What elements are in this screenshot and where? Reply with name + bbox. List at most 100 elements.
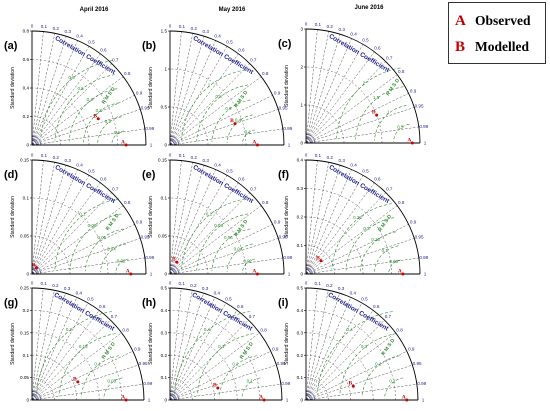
modelled-point: [351, 384, 355, 388]
correlation-line: [169, 31, 182, 146]
std-arc: [305, 216, 364, 275]
std-arc: [169, 332, 238, 401]
panel-label: (b): [142, 40, 156, 52]
rmsd-arc: [81, 355, 120, 398]
correlation-line: [31, 162, 56, 275]
observed-point: [255, 143, 259, 147]
correlation-tick-label: 0.5: [225, 296, 232, 301]
rmsd-tick-label: 0.4: [347, 327, 354, 332]
correlation-tick-label: 0.99: [283, 126, 292, 131]
correlation-tick-label: 1: [286, 398, 289, 403]
rmsd-tick-label: 0.02: [243, 258, 252, 263]
std-arc: [305, 245, 335, 275]
correlation-tick-label: 0.4: [350, 290, 357, 295]
y-axis-label: Standard deviation: [10, 67, 16, 109]
correlation-line: [305, 288, 318, 401]
correlation-tick-label: 0.2: [191, 155, 198, 160]
correlation-tick-label: 0.1: [41, 24, 48, 29]
panels-container: 0.10.20.30.40.50.600.20.40.60.80 0.1 0.20.…: [4, 22, 429, 403]
point-label: B: [213, 383, 217, 389]
correlation-line: [305, 175, 364, 275]
y-tick-label: 0.5: [161, 286, 168, 291]
correlation-line: [305, 293, 340, 401]
column-title: April 2016: [80, 7, 109, 13]
correlation-tick-label: 0.8: [262, 200, 269, 205]
correlation-tick-label: 0.9: [136, 91, 143, 96]
outer-arc: [169, 287, 283, 401]
rmsd-tick-label: 0.05: [107, 379, 116, 384]
correlation-tick-label: 0.3: [339, 158, 346, 163]
y-tick-label: 0.4: [161, 308, 168, 313]
correlation-line: [305, 74, 398, 144]
y-tick-label: 0: [26, 272, 29, 277]
correlation-line: [305, 38, 352, 144]
outer-arc: [305, 28, 421, 144]
correlation-tick-label: 0.4: [214, 163, 221, 168]
y-tick-label: 0: [164, 398, 167, 403]
correlation-line: [31, 297, 78, 401]
rmsd-label: RMSD: [239, 340, 256, 360]
panel-label: (i): [278, 297, 289, 309]
correlation-tick-label: 0.9: [136, 220, 143, 225]
rmsd-tick-label: 0.02: [117, 258, 126, 263]
correlation-tick-label: 0.5: [226, 169, 233, 174]
std-arc: [305, 354, 352, 401]
correlation-line: [305, 51, 375, 144]
correlation-line: [169, 332, 260, 401]
y-tick-label: 0: [164, 143, 167, 148]
point-label: A: [398, 269, 402, 275]
correlation-tick-label: 0.6: [373, 304, 380, 309]
correlation-line: [169, 364, 277, 401]
correlation-tick-label: 0.95: [413, 361, 422, 366]
rmsd-tick-label: 0.08: [214, 223, 223, 228]
y-tick-label: 0.4: [23, 86, 30, 91]
correlation-line: [169, 162, 194, 275]
correlation-line: [305, 126, 419, 144]
rmsd-tick-label: 1: [387, 110, 390, 115]
rmsd-tick-label: 0.06: [224, 235, 233, 240]
rmsd-tick-label: 0.4: [235, 118, 242, 123]
correlation-tick-label: 0.3: [203, 158, 210, 163]
legend-marker: B: [455, 38, 466, 55]
observed-point: [124, 398, 128, 402]
correlation-tick-label: 0: [169, 153, 172, 158]
correlation-tick-label: 0.5: [362, 169, 369, 174]
correlation-tick-label: 0.6: [238, 47, 245, 52]
correlation-tick-label: 0.4: [76, 163, 83, 168]
rmsd-arc: [388, 259, 401, 274]
std-arc: [31, 59, 118, 146]
rmsd-tick-label: 0.06: [97, 235, 106, 240]
rmsd-arc: [84, 228, 124, 272]
rmsd-tick-label: 0.04: [234, 247, 243, 252]
correlation-tick-label: 0.5: [88, 40, 95, 45]
rmsd-arc: [40, 60, 113, 140]
y-tick-label: 0.5: [297, 286, 304, 291]
point-label: B: [172, 257, 176, 263]
rmsd-tick-label: 1.5: [373, 95, 380, 100]
correlation-line: [31, 257, 145, 275]
modelled-point: [233, 122, 237, 126]
correlation-tick-label: 1: [288, 143, 291, 148]
correlation-tick-label: 0.99: [417, 381, 426, 386]
correlation-tick-label: 0.3: [203, 29, 210, 34]
y-axis-label: Standard deviation: [10, 196, 16, 238]
correlation-axis-title: Correlation Coefficient: [54, 164, 118, 206]
y-axis-label: Standard deviation: [284, 196, 290, 238]
correlation-axis-title: Correlation Coefficient: [192, 164, 256, 206]
column-title: May 2016: [219, 7, 246, 13]
origin-arc: [305, 133, 316, 144]
rmsd-arc: [181, 198, 246, 270]
std-arc: [169, 106, 209, 146]
correlation-line: [31, 31, 44, 146]
correlation-tick-label: 0.8: [122, 327, 129, 332]
correlation-tick-label: 0.6: [238, 176, 245, 181]
correlation-line: [305, 364, 413, 401]
correlation-line: [31, 169, 78, 275]
rmsd-tick-label: 0.2: [375, 361, 382, 366]
correlation-tick-label: 0: [31, 24, 34, 29]
rmsd-tick-label: 0.5: [78, 86, 85, 91]
rmsd-tick-label: 0.1: [114, 130, 121, 135]
panel-label: (a): [4, 40, 18, 52]
